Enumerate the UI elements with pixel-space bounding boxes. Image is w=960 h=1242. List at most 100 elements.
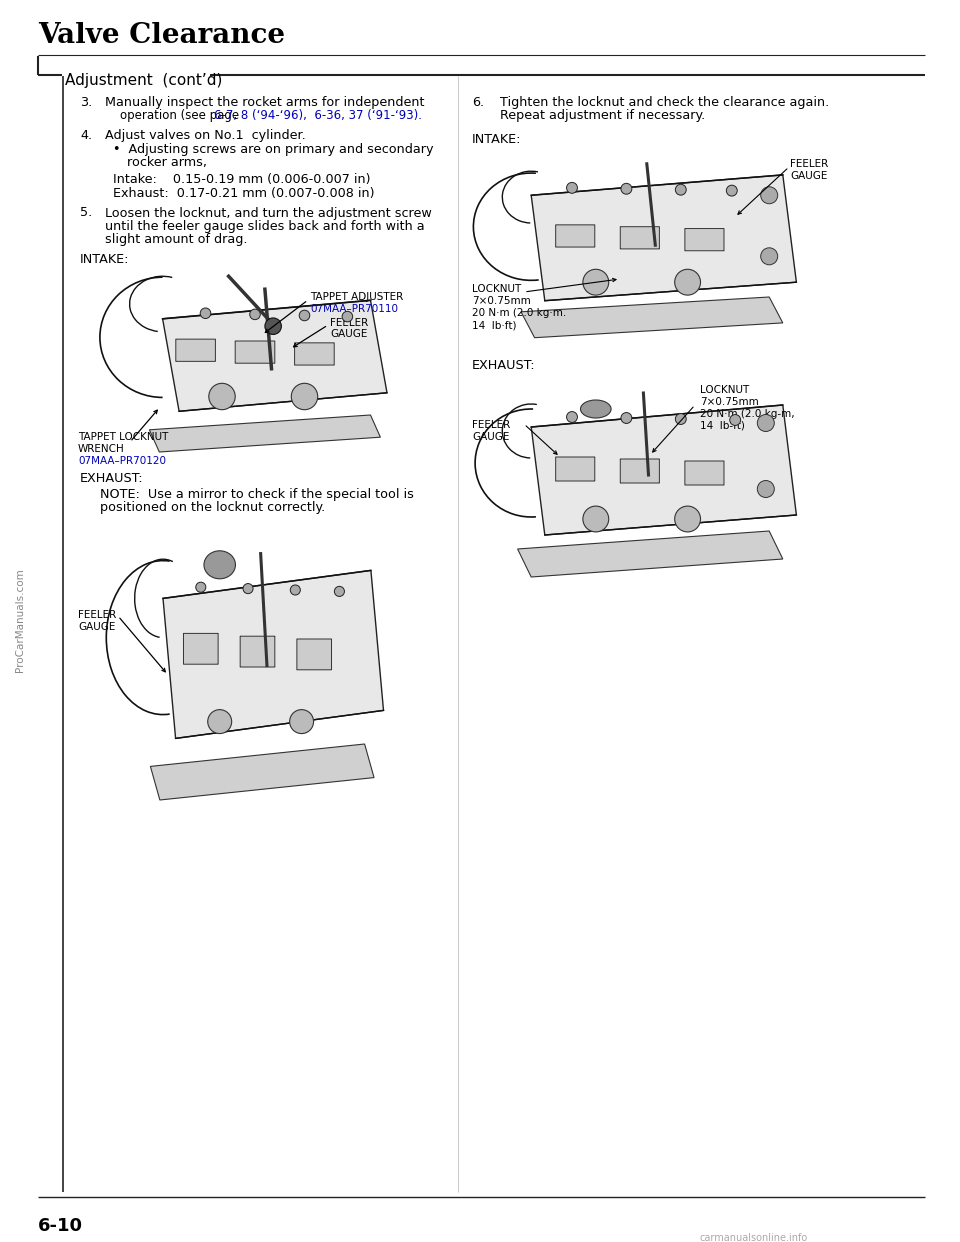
Polygon shape [162, 301, 387, 411]
Text: LOCKNUT: LOCKNUT [472, 284, 521, 294]
FancyBboxPatch shape [620, 227, 660, 248]
Text: INTAKE:: INTAKE: [80, 253, 130, 266]
Text: Adjust valves on No.1  cylinder.: Adjust valves on No.1 cylinder. [105, 129, 305, 142]
Circle shape [583, 270, 609, 296]
Text: 14  lb·ft): 14 lb·ft) [472, 320, 516, 330]
Circle shape [243, 584, 253, 594]
Circle shape [675, 414, 686, 425]
Text: FEELER: FEELER [330, 318, 369, 328]
Circle shape [566, 183, 578, 194]
Text: Valve Clearance: Valve Clearance [38, 22, 285, 48]
Text: 3.: 3. [80, 96, 92, 109]
Circle shape [342, 312, 352, 322]
Circle shape [730, 415, 741, 426]
Text: positioned on the locknut correctly.: positioned on the locknut correctly. [100, 501, 325, 514]
Text: Intake:    0.15-0.19 mm (0.006-0.007 in): Intake: 0.15-0.19 mm (0.006-0.007 in) [113, 174, 371, 186]
FancyBboxPatch shape [297, 638, 331, 669]
Text: slight amount of drag.: slight amount of drag. [105, 233, 248, 246]
Circle shape [265, 318, 281, 334]
Text: FEELER: FEELER [78, 610, 116, 620]
Circle shape [675, 184, 686, 195]
Circle shape [727, 185, 737, 196]
Circle shape [300, 310, 310, 320]
Circle shape [290, 709, 314, 734]
Text: 07MAA–PR70110: 07MAA–PR70110 [310, 304, 398, 314]
FancyBboxPatch shape [295, 343, 334, 365]
Polygon shape [150, 415, 380, 452]
Text: 20 N·m (2.0 kg·m.: 20 N·m (2.0 kg·m. [472, 308, 566, 318]
Text: GAUGE: GAUGE [472, 432, 510, 442]
FancyBboxPatch shape [556, 225, 595, 247]
Circle shape [621, 184, 632, 194]
Text: FEELER: FEELER [472, 420, 511, 430]
Text: Loosen the locknut, and turn the adjustment screw: Loosen the locknut, and turn the adjustm… [105, 206, 432, 220]
Text: WRENCH: WRENCH [78, 443, 125, 455]
Circle shape [207, 709, 231, 734]
Text: rocker arms,: rocker arms, [127, 156, 207, 169]
Circle shape [757, 415, 775, 431]
Text: ProCarManuals.com: ProCarManuals.com [15, 568, 25, 672]
Text: •  Adjusting screws are on primary and secondary: • Adjusting screws are on primary and se… [113, 143, 434, 155]
Text: INTAKE:: INTAKE: [472, 133, 521, 147]
Circle shape [675, 270, 701, 296]
Text: EXHAUST:: EXHAUST: [80, 472, 144, 484]
FancyBboxPatch shape [684, 461, 724, 486]
Text: 20 N·m (2.0 kg-m,: 20 N·m (2.0 kg-m, [700, 409, 795, 419]
FancyBboxPatch shape [235, 342, 275, 363]
Circle shape [209, 384, 235, 410]
Text: EXHAUST:: EXHAUST: [472, 359, 536, 373]
Text: TAPPET LOCKNUT: TAPPET LOCKNUT [78, 432, 168, 442]
Polygon shape [531, 405, 797, 535]
Circle shape [760, 248, 778, 265]
Circle shape [290, 585, 300, 595]
Text: NOTE:  Use a mirror to check if the special tool is: NOTE: Use a mirror to check if the speci… [100, 488, 414, 501]
Text: Adjustment  (cont’d): Adjustment (cont’d) [65, 73, 223, 88]
Text: 07MAA–PR70120: 07MAA–PR70120 [78, 456, 166, 466]
Circle shape [760, 186, 778, 204]
FancyBboxPatch shape [620, 460, 660, 483]
Text: 6-7, 8 (‘94-‘96),  6-36, 37 (‘91-‘93).: 6-7, 8 (‘94-‘96), 6-36, 37 (‘91-‘93). [214, 109, 422, 123]
FancyBboxPatch shape [240, 636, 275, 667]
Polygon shape [517, 532, 782, 578]
Text: carmanualsonline.info: carmanualsonline.info [700, 1233, 808, 1242]
Ellipse shape [581, 400, 612, 419]
Text: Manually inspect the rocket arms for independent: Manually inspect the rocket arms for ind… [105, 96, 424, 109]
Circle shape [196, 582, 205, 592]
Circle shape [291, 384, 318, 410]
Circle shape [566, 411, 578, 422]
Text: Repeat adjustment if necessary.: Repeat adjustment if necessary. [500, 109, 706, 123]
Text: 14  lb-ft): 14 lb-ft) [700, 421, 745, 431]
Circle shape [201, 308, 211, 318]
Text: LOCKNUT: LOCKNUT [700, 385, 749, 395]
Text: 6-10: 6-10 [38, 1217, 83, 1235]
FancyBboxPatch shape [556, 457, 595, 481]
Polygon shape [163, 570, 383, 739]
Text: operation (see page: operation (see page [120, 109, 243, 123]
FancyBboxPatch shape [176, 339, 215, 361]
Polygon shape [531, 175, 797, 301]
FancyBboxPatch shape [183, 633, 218, 664]
Text: 6.: 6. [472, 96, 484, 109]
Circle shape [583, 505, 609, 532]
FancyBboxPatch shape [684, 229, 724, 251]
Circle shape [621, 412, 632, 424]
Text: 7×0.75mm: 7×0.75mm [700, 397, 758, 407]
Text: 5.: 5. [80, 206, 92, 220]
Text: 4.: 4. [80, 129, 92, 142]
Text: until the feeler gauge slides back and forth with a: until the feeler gauge slides back and f… [105, 220, 424, 233]
Text: GAUGE: GAUGE [330, 329, 368, 339]
Ellipse shape [204, 550, 235, 579]
Text: Tighten the locknut and check the clearance again.: Tighten the locknut and check the cleara… [500, 96, 829, 109]
Circle shape [675, 505, 701, 532]
Text: TAPPET ADJUSTER: TAPPET ADJUSTER [310, 292, 403, 302]
Text: FEELER: FEELER [790, 159, 828, 169]
Circle shape [250, 309, 260, 319]
Text: 7×0.75mm: 7×0.75mm [472, 296, 531, 306]
Text: GAUGE: GAUGE [78, 622, 115, 632]
Text: Exhaust:  0.17-0.21 mm (0.007-0.008 in): Exhaust: 0.17-0.21 mm (0.007-0.008 in) [113, 188, 374, 200]
Circle shape [757, 481, 775, 498]
Text: GAUGE: GAUGE [790, 171, 828, 181]
Polygon shape [151, 744, 374, 800]
Polygon shape [521, 297, 782, 338]
Circle shape [334, 586, 345, 596]
